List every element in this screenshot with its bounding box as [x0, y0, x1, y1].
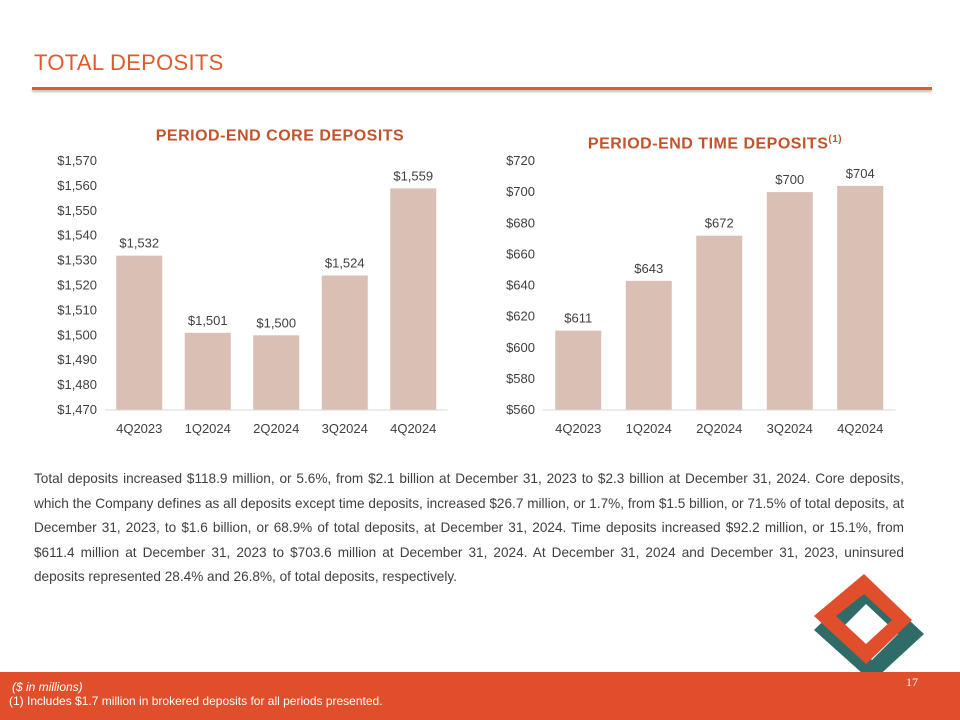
time-y-tick-label: $700 — [506, 184, 535, 199]
time-y-tick-label: $600 — [506, 340, 535, 355]
time-bar-4Q2023 — [555, 330, 602, 410]
time-data-label: $672 — [705, 216, 734, 231]
core-y-tick-label: $1,520 — [57, 278, 97, 293]
core-data-label: $1,500 — [256, 315, 296, 330]
time-data-label: $643 — [634, 261, 663, 276]
core-deposits-title-text: PERIOD-END CORE DEPOSITS — [155, 127, 405, 145]
core-x-tick-label: 4Q2024 — [390, 421, 436, 436]
time-x-tick-label: 3Q2024 — [767, 421, 813, 436]
core-data-label: $1,501 — [188, 313, 228, 328]
time-data-label: $704 — [846, 166, 875, 181]
deposits-summary-paragraph: Total deposits increased $118.9 million,… — [34, 471, 904, 584]
core-data-label: $1,532 — [119, 236, 159, 251]
core-y-tick-label: $1,510 — [57, 302, 97, 317]
time-x-tick-label: 1Q2024 — [626, 421, 672, 436]
time-x-tick-label: 4Q2023 — [555, 421, 601, 436]
time-y-tick-label: $580 — [506, 371, 535, 386]
time-x-tick-label: 2Q2024 — [696, 421, 742, 436]
core-data-label: $1,559 — [393, 168, 433, 183]
core-bar-4Q2024 — [390, 188, 437, 410]
page-title: TOTAL DEPOSITS — [34, 50, 224, 75]
units-note: ($ in millions) — [12, 680, 83, 694]
time-bar-1Q2024 — [625, 280, 672, 410]
time-y-tick-label: $660 — [506, 246, 535, 261]
core-y-tick-label: $1,480 — [57, 377, 97, 392]
time-x-tick-label: 4Q2024 — [837, 421, 883, 436]
core-y-tick-label: $1,500 — [57, 327, 97, 342]
time-deposits-chart: $560 $580 $600 $620 $640 $660 $680 $700 $720 $611… — [506, 153, 896, 436]
core-bar-1Q2024 — [184, 332, 231, 410]
page-number: 17 — [906, 675, 918, 689]
core-x-tick-label: 3Q2024 — [322, 421, 368, 436]
core-y-tick-label: $1,540 — [57, 228, 97, 243]
core-y-tick-label: $1,470 — [57, 402, 97, 417]
time-bar-2Q2024 — [696, 235, 743, 410]
time-y-tick-label: $640 — [506, 278, 535, 293]
time-y-tick-label: $720 — [506, 153, 535, 168]
core-x-tick-label: 1Q2024 — [185, 421, 231, 436]
core-y-tick-label: $1,570 — [57, 153, 97, 168]
core-y-tick-label: $1,490 — [57, 352, 97, 367]
time-bar-4Q2024 — [837, 185, 884, 410]
core-y-tick-label: $1,560 — [57, 178, 97, 193]
time-data-label: $611 — [564, 311, 592, 326]
core-data-label: $1,524 — [325, 256, 365, 271]
core-y-tick-label: $1,550 — [57, 203, 97, 218]
core-deposits-chart-title: PERIOD-END CORE DEPOSITS — [100, 126, 460, 145]
title-divider — [32, 87, 932, 90]
core-x-tick-label: 4Q2023 — [116, 421, 162, 436]
time-bar-3Q2024 — [766, 192, 813, 410]
core-x-tick-label: 2Q2024 — [253, 421, 299, 436]
company-logo-icon — [814, 574, 924, 682]
footnote: (1) Includes $1.7 million in brokered de… — [9, 694, 383, 708]
time-deposits-title-sup: (1) — [828, 134, 843, 145]
core-bar-4Q2023 — [116, 255, 163, 410]
core-bar-2Q2024 — [253, 335, 300, 410]
time-deposits-title-text: PERIOD-END TIME DEPOSITS — [587, 135, 829, 153]
footer-bar — [0, 672, 960, 720]
time-deposits-chart-title: PERIOD-END TIME DEPOSITS(1) — [530, 134, 900, 153]
time-y-tick-label: $560 — [506, 402, 535, 417]
time-y-tick-label: $680 — [506, 215, 535, 230]
time-y-tick-label: $620 — [506, 309, 535, 324]
core-deposits-chart: $1,470 $1,480 $1,490 $1,500 $1,510 $1,520 $1,5… — [57, 153, 448, 436]
core-y-tick-label: $1,530 — [57, 253, 97, 268]
core-bar-3Q2024 — [321, 275, 368, 410]
time-data-label: $700 — [775, 172, 804, 187]
